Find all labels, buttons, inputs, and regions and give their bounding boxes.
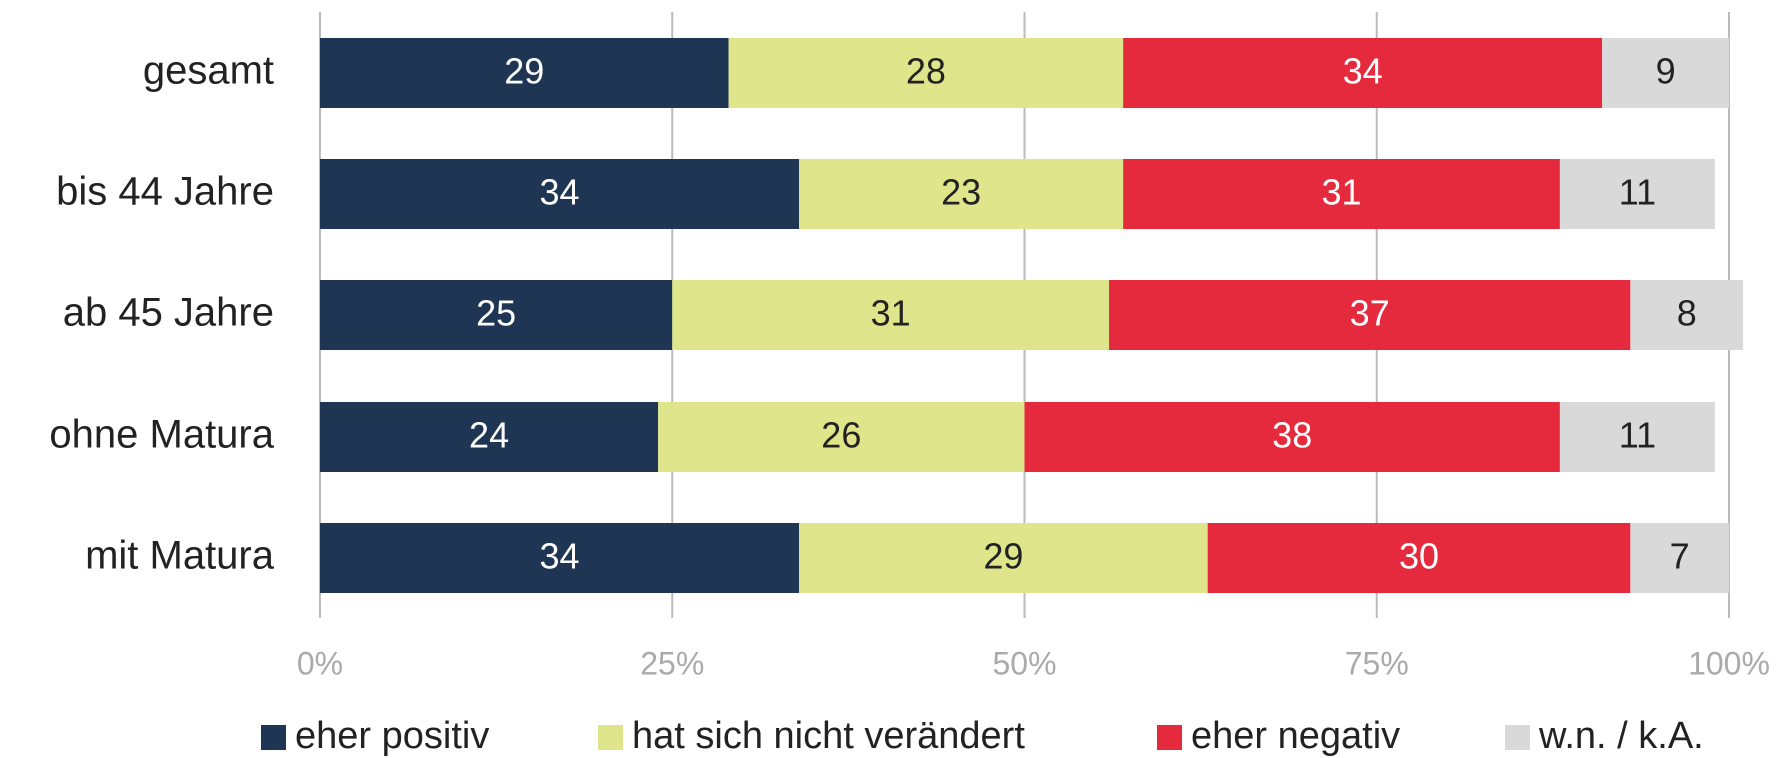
data-label: 34 bbox=[540, 536, 580, 577]
data-label: 31 bbox=[1322, 172, 1362, 213]
bar-segment bbox=[1559, 159, 1715, 229]
y-tick-label: ohne Matura bbox=[49, 413, 274, 457]
bar-segment bbox=[320, 38, 729, 108]
bar-segment bbox=[320, 280, 673, 350]
bar-segment bbox=[1602, 38, 1729, 108]
bar-segment bbox=[1123, 38, 1603, 108]
legend-swatch bbox=[261, 725, 286, 750]
bar-segment bbox=[658, 402, 1025, 472]
data-label: 30 bbox=[1399, 536, 1439, 577]
bar-segment bbox=[320, 402, 659, 472]
bar-segment bbox=[1109, 280, 1631, 350]
bar-segment bbox=[1630, 280, 1744, 350]
legend-label: eher positiv bbox=[295, 715, 489, 757]
data-label: 26 bbox=[821, 415, 861, 456]
data-label: 11 bbox=[1619, 415, 1656, 456]
bar-segment bbox=[799, 523, 1208, 593]
data-label: 23 bbox=[941, 172, 981, 213]
legend-swatch bbox=[598, 725, 623, 750]
legend-label: w.n. / k.A. bbox=[1538, 715, 1704, 757]
data-label: 24 bbox=[469, 415, 509, 456]
bar-segment bbox=[728, 38, 1124, 108]
data-label: 8 bbox=[1677, 293, 1697, 334]
bar-segment bbox=[1123, 159, 1560, 229]
data-label: 7 bbox=[1670, 536, 1690, 577]
data-label: 37 bbox=[1350, 293, 1390, 334]
legend-label: eher negativ bbox=[1191, 715, 1400, 757]
data-label: 34 bbox=[540, 172, 580, 213]
x-tick-label: 100% bbox=[1688, 645, 1770, 681]
bar-segment bbox=[1207, 523, 1631, 593]
bar-segment bbox=[320, 159, 800, 229]
y-tick-label: gesamt bbox=[143, 49, 274, 93]
y-tick-label: ab 45 Jahre bbox=[63, 291, 274, 335]
data-label: 31 bbox=[871, 293, 911, 334]
x-tick-label: 75% bbox=[1345, 645, 1409, 681]
data-label: 28 bbox=[906, 51, 946, 92]
bar-segment bbox=[1024, 402, 1560, 472]
y-tick-label: mit Matura bbox=[85, 534, 275, 578]
x-tick-label: 0% bbox=[297, 645, 343, 681]
bar-segment bbox=[799, 159, 1124, 229]
y-tick-label: bis 44 Jahre bbox=[56, 170, 274, 214]
data-label: 38 bbox=[1272, 415, 1312, 456]
x-tick-label: 25% bbox=[640, 645, 704, 681]
data-label: 9 bbox=[1656, 51, 1676, 92]
data-label: 29 bbox=[504, 51, 544, 92]
bar-segment bbox=[672, 280, 1110, 350]
data-label: 29 bbox=[983, 536, 1023, 577]
x-tick-label: 50% bbox=[992, 645, 1056, 681]
bar-segment bbox=[320, 523, 800, 593]
bar-segment bbox=[1559, 402, 1715, 472]
bar-segment bbox=[1630, 523, 1729, 593]
legend-label: hat sich nicht verändert bbox=[632, 715, 1025, 757]
legend-swatch bbox=[1505, 725, 1530, 750]
legend-swatch bbox=[1157, 725, 1182, 750]
data-label: 11 bbox=[1619, 172, 1656, 213]
data-label: 34 bbox=[1343, 51, 1383, 92]
data-label: 25 bbox=[476, 293, 516, 334]
